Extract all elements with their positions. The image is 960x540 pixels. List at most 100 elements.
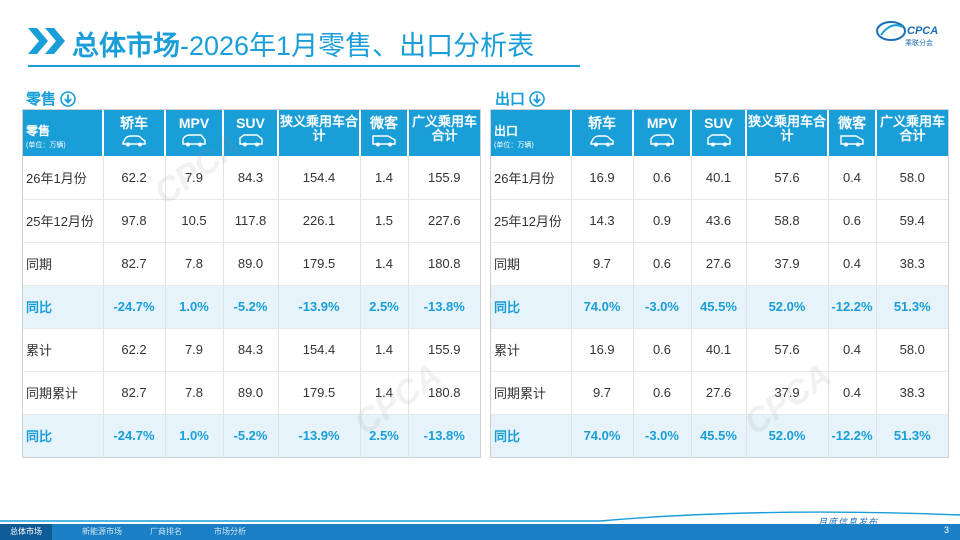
column-header: 轿车 — [103, 110, 166, 156]
table-cell: 52.0% — [746, 285, 829, 329]
table-cell: 40.1 — [691, 328, 747, 372]
table-cell: 0.6 — [633, 156, 692, 200]
table-cell: -3.0% — [633, 414, 692, 457]
export-section-label: 出口 — [495, 88, 545, 109]
column-header: 微客 — [360, 110, 409, 156]
table-cell: -13.8% — [408, 414, 480, 457]
table-cell: 51.3% — [876, 285, 948, 329]
table-cell: 154.4 — [278, 156, 361, 200]
double-chevron-icon — [28, 28, 65, 54]
table-cell: 89.0 — [223, 242, 279, 286]
table-cell: 180.8 — [408, 242, 480, 286]
footer-caption: 月度信息发布 — [818, 517, 879, 527]
page-number: 3 — [944, 525, 950, 535]
table-cell: 97.8 — [103, 199, 166, 243]
nav-tab-maker-ranking[interactable]: 厂商排名 — [150, 527, 182, 536]
retail-section-label: 零售 — [26, 88, 76, 109]
row-label: 26年1月份 — [491, 156, 572, 200]
table-cell: 40.1 — [691, 156, 747, 200]
table-cell: 59.4 — [876, 199, 948, 243]
column-header: 狭义乘用车合计 — [746, 110, 829, 156]
retail-table: 零售 (单位：万辆) 轿车 MPV SUV 狭义乘用车合计 微客 广义乘用车合计 26年1月份… — [23, 110, 480, 457]
table-cell: 2.5% — [360, 414, 409, 457]
mpv-icon — [650, 134, 674, 147]
table-row: 26年1月份 62.2 7.9 84.3 154.4 1.4 155.9 — [23, 156, 480, 200]
table-corner-header: 零售 (单位：万辆) — [23, 110, 104, 156]
table-row: 25年12月份 97.8 10.5 117.8 226.1 1.5 227.6 — [23, 199, 480, 243]
row-label: 25年12月份 — [23, 199, 104, 243]
row-label: 同期累计 — [491, 371, 572, 415]
table-cell: 84.3 — [223, 328, 279, 372]
table-cell: 179.5 — [278, 371, 361, 415]
table-cell: 0.4 — [828, 371, 877, 415]
table-cell: 0.6 — [633, 328, 692, 372]
sedan-icon — [122, 135, 146, 147]
table-cell: 14.3 — [571, 199, 634, 243]
table-row: 26年1月份 16.9 0.6 40.1 57.6 0.4 58.0 — [491, 156, 948, 200]
table-row: 同期累计 9.7 0.6 27.6 37.9 0.4 38.3 — [491, 371, 948, 415]
column-header: SUV — [691, 110, 747, 156]
table-cell: 82.7 — [103, 242, 166, 286]
table-cell: 0.4 — [828, 156, 877, 200]
retail-table-panel: 零售 (单位：万辆) 轿车 MPV SUV 狭义乘用车合计 微客 广义乘用车合计 26年1月份… — [22, 109, 481, 458]
table-cell: -13.9% — [278, 285, 361, 329]
column-header: 广义乘用车合计 — [876, 110, 948, 156]
table-cell: 155.9 — [408, 328, 480, 372]
table-cell: -13.8% — [408, 285, 480, 329]
table-cell: 1.0% — [165, 414, 224, 457]
nav-tab-market-analysis[interactable]: 市场分析 — [214, 527, 246, 536]
table-cell: 154.4 — [278, 328, 361, 372]
table-cell: 0.9 — [633, 199, 692, 243]
table-cell: 62.2 — [103, 156, 166, 200]
table-cell: 0.6 — [828, 199, 877, 243]
table-cell: 27.6 — [691, 242, 747, 286]
table-row: 同比 -24.7% 1.0% -5.2% -13.9% 2.5% -13.8% — [23, 414, 480, 457]
table-cell: 51.3% — [876, 414, 948, 457]
table-cell: 7.9 — [165, 156, 224, 200]
table-row: 同期 82.7 7.8 89.0 179.5 1.4 180.8 — [23, 242, 480, 286]
table-row: 同比 -24.7% 1.0% -5.2% -13.9% 2.5% -13.8% — [23, 285, 480, 329]
table-cell: 0.4 — [828, 242, 877, 286]
mpv-icon — [182, 134, 206, 147]
svg-text:CPCA: CPCA — [907, 25, 938, 37]
table-cell: 74.0% — [571, 285, 634, 329]
minivan-icon — [372, 135, 396, 147]
table-corner-header: 出口 (单位：万辆) — [491, 110, 572, 156]
table-cell: 27.6 — [691, 371, 747, 415]
table-row: 25年12月份 14.3 0.9 43.6 58.8 0.6 59.4 — [491, 199, 948, 243]
table-cell: 180.8 — [408, 371, 480, 415]
table-cell: 38.3 — [876, 242, 948, 286]
table-cell: 82.7 — [103, 371, 166, 415]
table-cell: -12.2% — [828, 285, 877, 329]
row-label: 同比 — [491, 414, 572, 457]
table-cell: 0.6 — [633, 242, 692, 286]
table-cell: 57.6 — [746, 328, 829, 372]
table-cell: 45.5% — [691, 414, 747, 457]
table-cell: 62.2 — [103, 328, 166, 372]
table-cell: 0.6 — [633, 371, 692, 415]
table-cell: 58.8 — [746, 199, 829, 243]
cpca-logo: CPCA — [876, 21, 938, 41]
table-cell: 226.1 — [278, 199, 361, 243]
table-cell: -5.2% — [223, 285, 279, 329]
table-cell: 37.9 — [746, 371, 829, 415]
export-table: 出口 (单位：万辆) 轿车 MPV SUV 狭义乘用车合计 微客 广义乘用车合计 26年1月份… — [491, 110, 948, 457]
row-label: 26年1月份 — [23, 156, 104, 200]
row-label: 25年12月份 — [491, 199, 572, 243]
table-cell: 1.5 — [360, 199, 409, 243]
sedan-icon — [590, 135, 614, 147]
nav-tab-nev-market[interactable]: 新能源市场 — [82, 527, 122, 536]
row-label: 累计 — [491, 328, 572, 372]
table-cell: 58.0 — [876, 328, 948, 372]
table-cell: 1.4 — [360, 156, 409, 200]
table-cell: -24.7% — [103, 285, 166, 329]
column-header: 微客 — [828, 110, 877, 156]
table-cell: 52.0% — [746, 414, 829, 457]
nav-tab-overall-market[interactable]: 总体市场 — [0, 524, 52, 540]
table-cell: 43.6 — [691, 199, 747, 243]
table-cell: -12.2% — [828, 414, 877, 457]
table-cell: 16.9 — [571, 328, 634, 372]
table-cell: 117.8 — [223, 199, 279, 243]
footer-nav-bar — [0, 524, 960, 540]
table-cell: 9.7 — [571, 371, 634, 415]
